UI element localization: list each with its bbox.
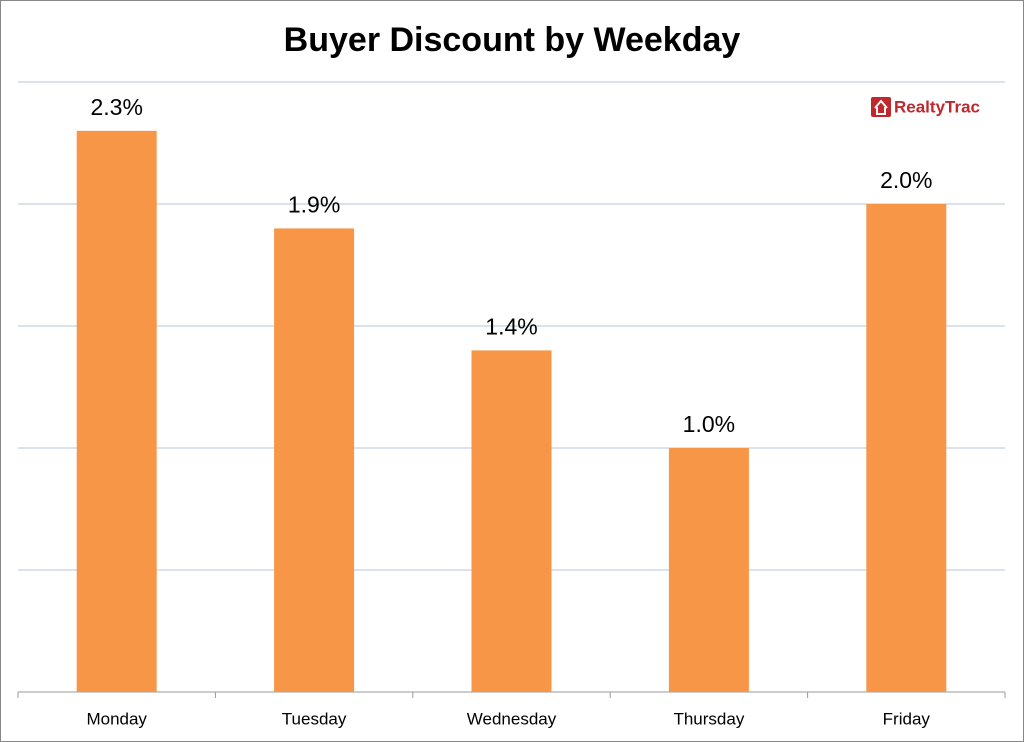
- value-label: 1.0%: [683, 411, 735, 437]
- chart-title: Buyer Discount by Weekday: [284, 21, 741, 59]
- logo-house: [874, 99, 888, 115]
- x-tick-label: Thursday: [673, 709, 744, 728]
- x-tick-label: Tuesday: [282, 709, 347, 728]
- value-label: 1.9%: [288, 191, 340, 217]
- x-tick-label: Wednesday: [467, 709, 557, 728]
- value-label: 1.4%: [485, 313, 537, 339]
- logo: RealtyTrac: [871, 97, 980, 117]
- value-label: 2.3%: [90, 94, 142, 120]
- bar: [76, 130, 157, 693]
- x-tick-label: Monday: [86, 709, 147, 728]
- bar: [274, 228, 355, 692]
- bar: [866, 204, 947, 692]
- value-label: 2.0%: [880, 167, 932, 193]
- bar: [668, 448, 749, 692]
- logo-text: RealtyTrac: [894, 97, 980, 116]
- bar: [471, 350, 552, 692]
- x-tick-label: Friday: [883, 709, 931, 728]
